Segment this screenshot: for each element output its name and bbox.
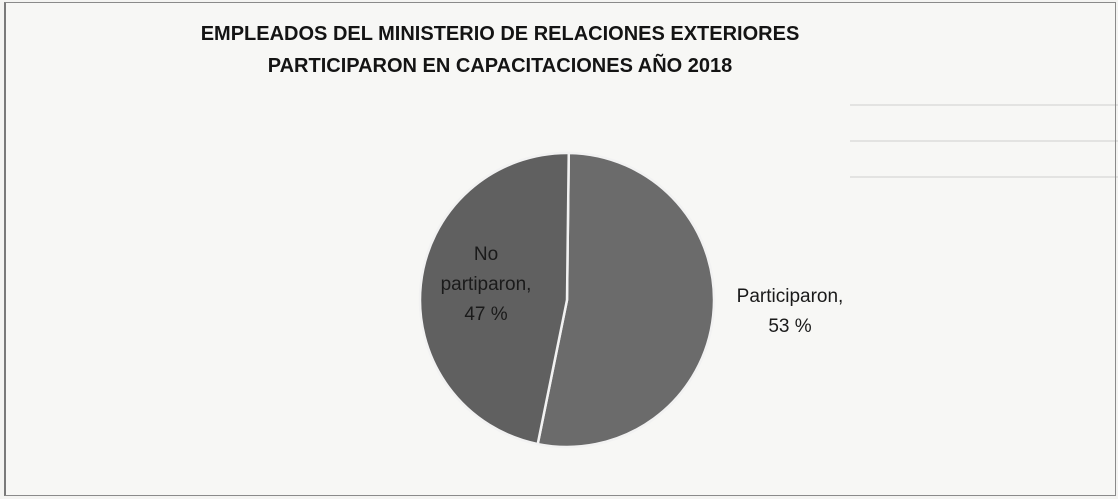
data-label-line: partiparon,: [441, 274, 532, 295]
pie-labels: Participaron, 53 % No partiparon, 47 %: [441, 244, 844, 337]
chart-title-line-1: EMPLEADOS DEL MINISTERIO DE RELACIONES E…: [200, 23, 800, 45]
data-label-line: No: [474, 244, 498, 265]
pie-slice-participaron: [536, 151, 716, 449]
data-label-participaron: Participaron, 53 %: [737, 286, 844, 337]
chart-title-line-2: PARTICIPARON EN CAPACITACIONES AÑO 2018: [267, 55, 733, 77]
data-label-line: Participaron,: [737, 286, 844, 307]
background-bleed-texture: [850, 90, 1118, 210]
data-label-line: 53 %: [768, 316, 811, 337]
pie-slices: [418, 151, 716, 449]
data-label-no-partiparon: No partiparon, 47 %: [441, 244, 532, 325]
chart-title: EMPLEADOS DEL MINISTERIO DE RELACIONES E…: [150, 18, 850, 82]
data-label-line: 47 %: [464, 304, 507, 325]
pie-slice-no-partiparon: [418, 151, 571, 446]
